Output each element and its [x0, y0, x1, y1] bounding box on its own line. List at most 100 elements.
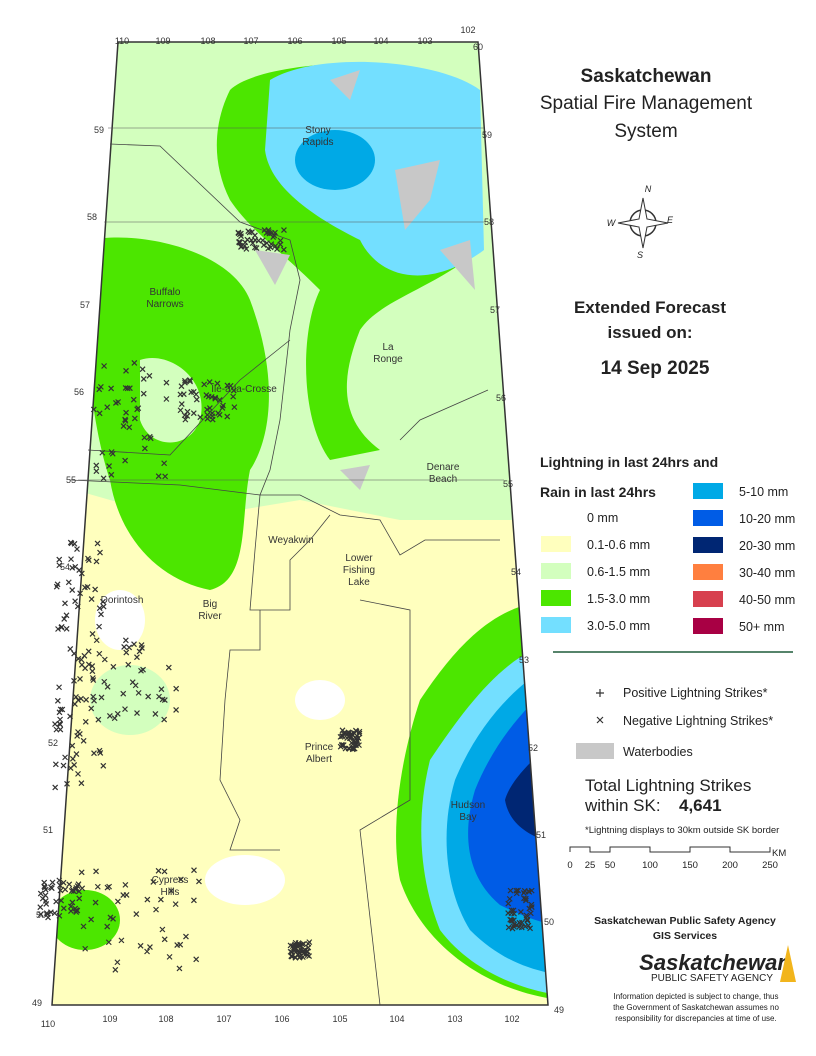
- lightning-strike: [193, 956, 200, 963]
- lightning-strike: [280, 246, 287, 253]
- lightning-strike: [352, 727, 359, 734]
- lightning-strike: [216, 397, 223, 403]
- legend-label: 50+ mm: [739, 620, 785, 634]
- longitude-label: 107: [243, 36, 258, 46]
- lightning-strike: [122, 416, 128, 423]
- legend-swatch: [693, 537, 723, 553]
- lightning-strike: [71, 650, 78, 657]
- lightning-strike: [52, 761, 59, 768]
- place-label-line: Lake: [348, 577, 370, 588]
- place-label-line: Ronge: [373, 354, 403, 365]
- lightning-strike: [94, 540, 101, 547]
- lightning-strike: [37, 890, 44, 897]
- lightning-strike: [289, 953, 295, 960]
- legend-swatch: [541, 563, 571, 579]
- lightning-strike: [508, 910, 515, 917]
- lightning-strike: [75, 881, 82, 888]
- lightning-strike: [193, 391, 200, 398]
- lightning-strike: [120, 423, 127, 429]
- lightning-strike: [130, 396, 137, 403]
- lightning-strike: [268, 241, 275, 248]
- lightning-strike: [53, 898, 60, 905]
- lightning-strike: [121, 643, 128, 650]
- lightning-strike: [85, 557, 92, 564]
- scale-label: 25: [585, 860, 596, 871]
- lightning-strike: [204, 406, 211, 413]
- lightning-strike: [99, 449, 106, 456]
- place-label: Weyakwin: [268, 535, 313, 546]
- lightning-strike: [114, 959, 121, 966]
- lightning-strike: [161, 716, 168, 723]
- lightning-strike: [62, 600, 68, 607]
- lightning-strike: [61, 615, 68, 622]
- lightning-strike: [505, 924, 512, 931]
- lightning-strike: [138, 642, 145, 648]
- lightning-strike: [188, 389, 195, 396]
- legend-symbol-label: Positive Lightning Strikes*: [623, 686, 768, 700]
- lightning-strike: [122, 417, 129, 424]
- lightning-strike: [159, 926, 166, 933]
- lightning-strike: [176, 965, 183, 972]
- place-label-line: Stony: [305, 125, 331, 136]
- lightning-strike: [89, 663, 96, 669]
- agency: Saskatchewan Public Safety Agency: [594, 915, 776, 927]
- lightning-strike: [146, 372, 153, 379]
- lightning-strike: [76, 895, 83, 902]
- legend-label: 40-50 mm: [739, 593, 795, 607]
- logo-mark: [780, 945, 796, 982]
- lightning-strike: [95, 716, 102, 723]
- lightning-strike: [337, 743, 344, 750]
- lightning-strike: [206, 405, 213, 412]
- lightning-strike: [231, 404, 238, 411]
- lightning-strike: [96, 410, 103, 417]
- lightning-strike: [190, 897, 197, 904]
- graticule: [78, 127, 504, 481]
- lightning-strike: [78, 695, 84, 702]
- lightning-strike: [93, 637, 100, 644]
- lightning-strike: [57, 882, 63, 889]
- lightning-strike: [340, 742, 347, 749]
- place-label-line: Bay: [459, 812, 476, 823]
- longitude-label: 102: [460, 25, 475, 35]
- lightning-strike: [260, 242, 267, 248]
- lightning-strike: [140, 666, 146, 673]
- lightning-strike: [141, 434, 148, 441]
- place-label: Cypress Hills: [152, 875, 189, 898]
- compass: [617, 197, 669, 249]
- place-label-line: Weyakwin: [268, 535, 313, 546]
- legend-symbol-label: Waterbodies: [623, 745, 693, 759]
- lightning-strike: [526, 905, 533, 912]
- lightning-strike: [122, 457, 129, 464]
- lightning-strike: [158, 686, 165, 693]
- lightning-strike: [56, 562, 63, 569]
- longitude-label: 110: [115, 36, 129, 46]
- latitude-label: 58: [87, 212, 97, 222]
- longitude-label: 110: [41, 1019, 55, 1029]
- lightning-strike: [42, 892, 49, 899]
- latitude-label: 52: [48, 738, 58, 748]
- lightning-strike: [97, 383, 104, 390]
- place-label: Stony Rapids: [302, 125, 333, 148]
- lightning-strike: [60, 879, 67, 886]
- lightning-strike: [56, 877, 63, 884]
- latitude-label: 51: [536, 830, 546, 840]
- lightning-strike: [527, 925, 533, 932]
- lightning-strike: [69, 564, 76, 571]
- place-label-line: Île-à-la-Crosse: [210, 382, 277, 395]
- lightning-strike: [124, 385, 131, 392]
- place-label-line: Buffalo: [150, 287, 181, 298]
- latitude-label: 56: [496, 393, 506, 403]
- lightning-strike: [253, 245, 260, 251]
- longitude-label: 102: [504, 1014, 519, 1024]
- lightning-strike: [89, 630, 96, 637]
- lightning-strike: [145, 693, 152, 700]
- lightning-strike: [144, 896, 151, 903]
- lightning-strike: [122, 384, 129, 391]
- lightning-strike: [58, 623, 65, 630]
- forecast-heading: Extended Forecast: [574, 298, 726, 317]
- lightning-strike: [77, 676, 83, 682]
- agency-unit: GIS Services: [653, 930, 717, 942]
- lightning-strike: [139, 366, 146, 373]
